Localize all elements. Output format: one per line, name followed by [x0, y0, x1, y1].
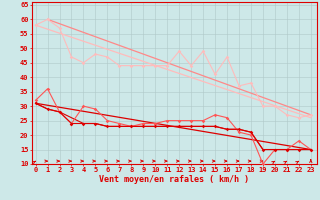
- X-axis label: Vent moyen/en rafales ( km/h ): Vent moyen/en rafales ( km/h ): [100, 175, 249, 184]
